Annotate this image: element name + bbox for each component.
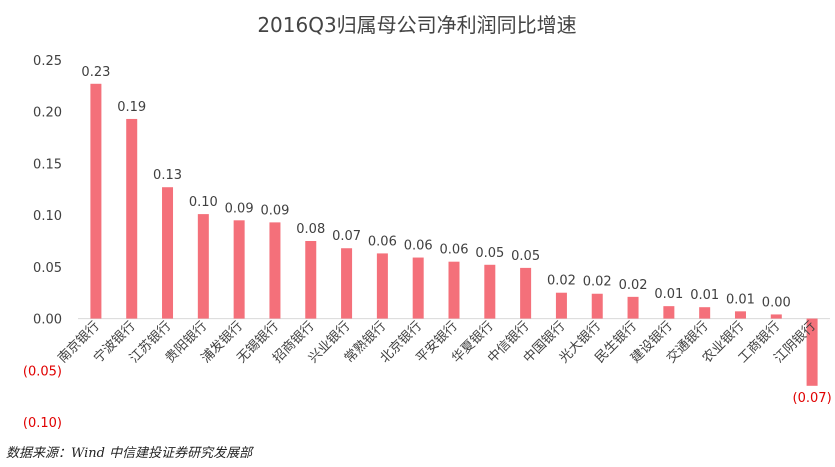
bar — [162, 187, 174, 319]
data-label: 0.06 — [404, 239, 433, 254]
y-tick-label: (0.05) — [23, 364, 62, 379]
bar — [627, 296, 639, 319]
data-label: 0.02 — [547, 274, 576, 289]
data-label: 0.02 — [583, 275, 612, 290]
bar — [197, 214, 209, 319]
data-label: 0.02 — [619, 278, 648, 293]
bar — [376, 253, 388, 319]
y-axis: 0.25 0.20 0.15 0.10 0.05 0.00 (0.05) (0.10) — [23, 54, 62, 431]
data-label: 0.10 — [189, 195, 218, 210]
data-label: 0.01 — [654, 287, 683, 302]
bar — [484, 264, 496, 319]
data-label: (0.07) — [793, 391, 832, 406]
y-tick-label: 0.20 — [33, 106, 62, 121]
data-label: 0.08 — [296, 222, 325, 237]
data-label: 0.01 — [690, 288, 719, 303]
bar — [734, 311, 746, 319]
bar — [305, 241, 317, 319]
bars — [90, 83, 818, 386]
bar — [555, 292, 567, 319]
data-label: 0.07 — [332, 229, 361, 244]
bar — [90, 83, 102, 319]
bar — [520, 267, 532, 319]
y-tick-label: (0.10) — [23, 416, 62, 431]
data-label: 0.01 — [726, 292, 755, 307]
bar — [269, 222, 281, 319]
y-tick-label: 0.15 — [33, 157, 62, 172]
bar — [663, 306, 675, 319]
source-note: 数据来源：Wind 中信建投证券研究发展部 — [6, 446, 253, 461]
bar — [699, 307, 711, 319]
chart: 2016Q3归属母公司净利润同比增速 0.250.200.150.100.050… — [23, 13, 832, 431]
bar — [448, 261, 460, 319]
data-label: 0.09 — [260, 203, 289, 218]
bar — [591, 293, 603, 319]
data-label: 0.13 — [153, 168, 182, 183]
bar — [770, 314, 782, 319]
data-label: 0.09 — [225, 201, 254, 216]
data-label: 0.06 — [368, 234, 397, 249]
y-tick-label: 0.10 — [33, 209, 62, 224]
y-tick-label: 0.05 — [33, 261, 62, 276]
data-label: 0.19 — [117, 100, 146, 115]
bar — [341, 248, 353, 319]
data-label: 0.00 — [762, 295, 791, 310]
chart-title: 2016Q3归属母公司净利润同比增速 — [257, 13, 576, 37]
data-label: 0.05 — [511, 249, 540, 264]
category-labels: 南京银行宁波银行江苏银行贵阳银行浦发银行无锡银行招商银行兴业银行常熟银行北京银行… — [55, 318, 819, 366]
bar — [806, 318, 818, 386]
bar — [233, 220, 245, 319]
bar — [412, 257, 424, 319]
y-tick-label: 0.25 — [33, 54, 62, 69]
data-labels: 0.23 0.19 0.13 0.10 0.09 0.09 0.08 0.07 0.06 0.06… — [81, 65, 831, 406]
data-label: 0.05 — [475, 246, 504, 261]
bar — [126, 118, 138, 319]
y-tick-label: 0.00 — [33, 313, 62, 328]
data-label: 0.06 — [440, 243, 469, 258]
data-label: 0.23 — [81, 65, 110, 80]
